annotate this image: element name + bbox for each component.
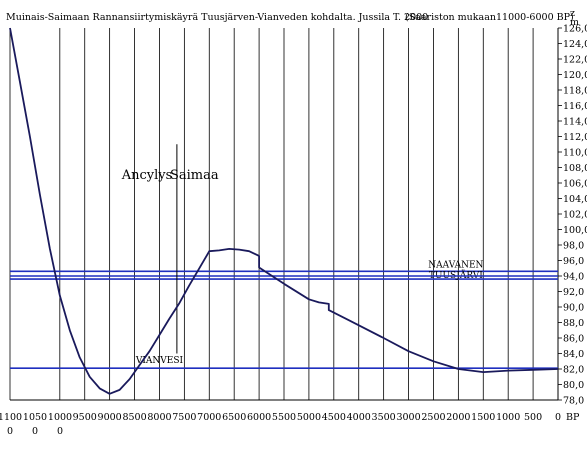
x-tick-label: 6500 bbox=[222, 412, 246, 423]
y-tick-label: 124,0 bbox=[563, 39, 587, 50]
x-tick-label: 2000 bbox=[446, 412, 470, 423]
x-tick-label: 1500 bbox=[471, 412, 495, 423]
x-tick-label: 4500 bbox=[322, 412, 346, 423]
annotation-label: Saimaa bbox=[170, 168, 219, 183]
y-tick-label: 126,0 bbox=[563, 24, 587, 35]
y-tick-label: 104,0 bbox=[563, 194, 587, 205]
x-tick-label: 500 bbox=[524, 412, 542, 423]
x-tick-label: 5000 bbox=[297, 412, 321, 423]
reference-line-label: NAAVANEN bbox=[428, 260, 483, 270]
y-tick-label: 84,0 bbox=[563, 349, 584, 360]
x-tick-label: 3500 bbox=[372, 412, 396, 423]
x-tick-label-row2: 0 bbox=[7, 426, 13, 437]
y-tick-label: 88,0 bbox=[563, 318, 584, 329]
y-tick-label: 82,0 bbox=[563, 365, 584, 376]
reference-line-label: VIANVESI bbox=[135, 356, 184, 366]
y-tick-label: 110,0 bbox=[563, 148, 587, 159]
y-tick-label: 90,0 bbox=[563, 303, 584, 314]
y-tick-label: 118,0 bbox=[563, 86, 587, 97]
x-tick-label: 9000 bbox=[98, 412, 122, 423]
reference-line-label: TUUSJÄRVI bbox=[429, 269, 483, 281]
y-tick-label: 94,0 bbox=[563, 272, 584, 283]
x-tick-label: 0 bbox=[555, 412, 561, 423]
x-tick-label: 9500 bbox=[73, 412, 97, 423]
y-tick-label: 78,0 bbox=[563, 396, 584, 407]
chart-subtitle: (Saariston mukaan11000-6000 BP) bbox=[405, 12, 574, 23]
x-tick-label: 1000 bbox=[496, 412, 520, 423]
y-tick-label: 120,0 bbox=[563, 70, 587, 81]
y-tick-label: 102,0 bbox=[563, 210, 587, 221]
x-tick-label: 7500 bbox=[172, 412, 196, 423]
x-tick-label: 1050 bbox=[23, 412, 47, 423]
y-tick-label: 80,0 bbox=[563, 380, 584, 391]
y-tick-label: 122,0 bbox=[563, 55, 587, 66]
y-tick-label: 108,0 bbox=[563, 163, 587, 174]
x-tick-label-row2: 0 bbox=[32, 426, 38, 437]
x-tick-label: 8000 bbox=[147, 412, 171, 423]
y-tick-label: 100,0 bbox=[563, 225, 587, 236]
y-tick-label: 86,0 bbox=[563, 334, 584, 345]
x-tick-label: 7000 bbox=[197, 412, 221, 423]
annotation-label: Ancylys bbox=[121, 168, 173, 183]
y-axis-unit-top: z bbox=[570, 8, 575, 19]
chart-title: Muinais-Saimaan Rannansiirtymiskäyrä Tuu… bbox=[6, 12, 429, 23]
y-tick-label: 114,0 bbox=[563, 117, 587, 128]
x-tick-label: 3000 bbox=[396, 412, 420, 423]
y-axis-unit: m bbox=[570, 17, 579, 28]
x-tick-label: 8500 bbox=[122, 412, 146, 423]
x-tick-label: 1100 bbox=[0, 412, 22, 423]
x-tick-label: 1000 bbox=[48, 412, 72, 423]
y-tick-label: 106,0 bbox=[563, 179, 587, 190]
y-tick-label: 96,0 bbox=[563, 256, 584, 267]
x-tick-label: 5500 bbox=[272, 412, 296, 423]
shoreline-curve bbox=[9, 27, 559, 395]
y-tick-label: 92,0 bbox=[563, 287, 584, 298]
x-tick-label: 2500 bbox=[421, 412, 445, 423]
x-axis-unit: BP bbox=[566, 412, 580, 423]
y-tick-label: 98,0 bbox=[563, 241, 584, 252]
y-tick-label: 112,0 bbox=[563, 132, 587, 143]
x-tick-label: 4000 bbox=[347, 412, 371, 423]
x-tick-label-row2: 0 bbox=[57, 426, 63, 437]
y-tick-label: 116,0 bbox=[563, 101, 587, 112]
x-tick-label: 6000 bbox=[247, 412, 271, 423]
